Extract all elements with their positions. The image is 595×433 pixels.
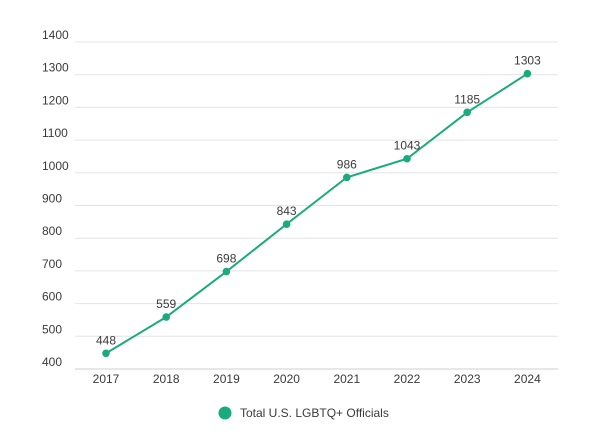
y-tick-label: 1400 — [42, 28, 69, 42]
data-label: 1043 — [394, 139, 421, 153]
x-tick-label: 2019 — [213, 372, 240, 386]
x-tick-label: 2017 — [93, 372, 120, 386]
series-group: 448 559 698 843 986 1043 1185 1303 — [96, 54, 541, 358]
y-tick-label: 1000 — [42, 159, 69, 173]
data-point — [102, 349, 110, 358]
x-tick-label: 2023 — [454, 372, 481, 386]
data-label: 698 — [216, 252, 236, 266]
x-tick-label: 2021 — [333, 372, 360, 386]
x-tick-label: 2018 — [153, 372, 180, 386]
x-axis: 2017 2018 2019 2020 2021 2022 2023 2024 — [93, 372, 541, 386]
data-point — [463, 108, 472, 117]
y-tick-label: 1300 — [42, 61, 69, 75]
x-tick-label: 2020 — [273, 372, 300, 386]
data-label: 448 — [96, 333, 116, 347]
data-label: 843 — [277, 204, 297, 218]
data-label: 986 — [337, 157, 357, 171]
data-label: 559 — [156, 297, 176, 311]
legend-marker — [218, 406, 232, 420]
y-tick-label: 700 — [42, 257, 62, 271]
data-point — [282, 220, 291, 228]
legend: Total U.S. LGBTQ+ Officials — [218, 406, 389, 420]
y-tick-label: 600 — [42, 290, 62, 304]
data-label: 1303 — [514, 54, 541, 68]
x-tick-label: 2022 — [394, 372, 421, 386]
y-tick-label: 900 — [42, 192, 62, 206]
y-tick-label: 1100 — [42, 126, 68, 140]
data-point — [523, 69, 532, 78]
data-point — [403, 154, 411, 163]
series-line — [105, 72, 528, 355]
gridlines — [75, 41, 558, 370]
y-tick-label: 1200 — [42, 93, 69, 107]
y-tick-label: 800 — [42, 224, 62, 238]
y-axis: 400 500 600 700 800 900 1000 1100 1200 1300 1400 — [42, 28, 69, 369]
legend-label: Total U.S. LGBTQ+ Officials — [240, 406, 389, 420]
x-tick-label: 2024 — [514, 372, 541, 386]
y-tick-label: 500 — [42, 322, 62, 336]
data-label: 1185 — [454, 92, 480, 106]
data-point — [222, 267, 231, 276]
y-tick-label: 400 — [42, 355, 62, 369]
data-point — [343, 173, 351, 182]
data-point — [162, 313, 170, 321]
